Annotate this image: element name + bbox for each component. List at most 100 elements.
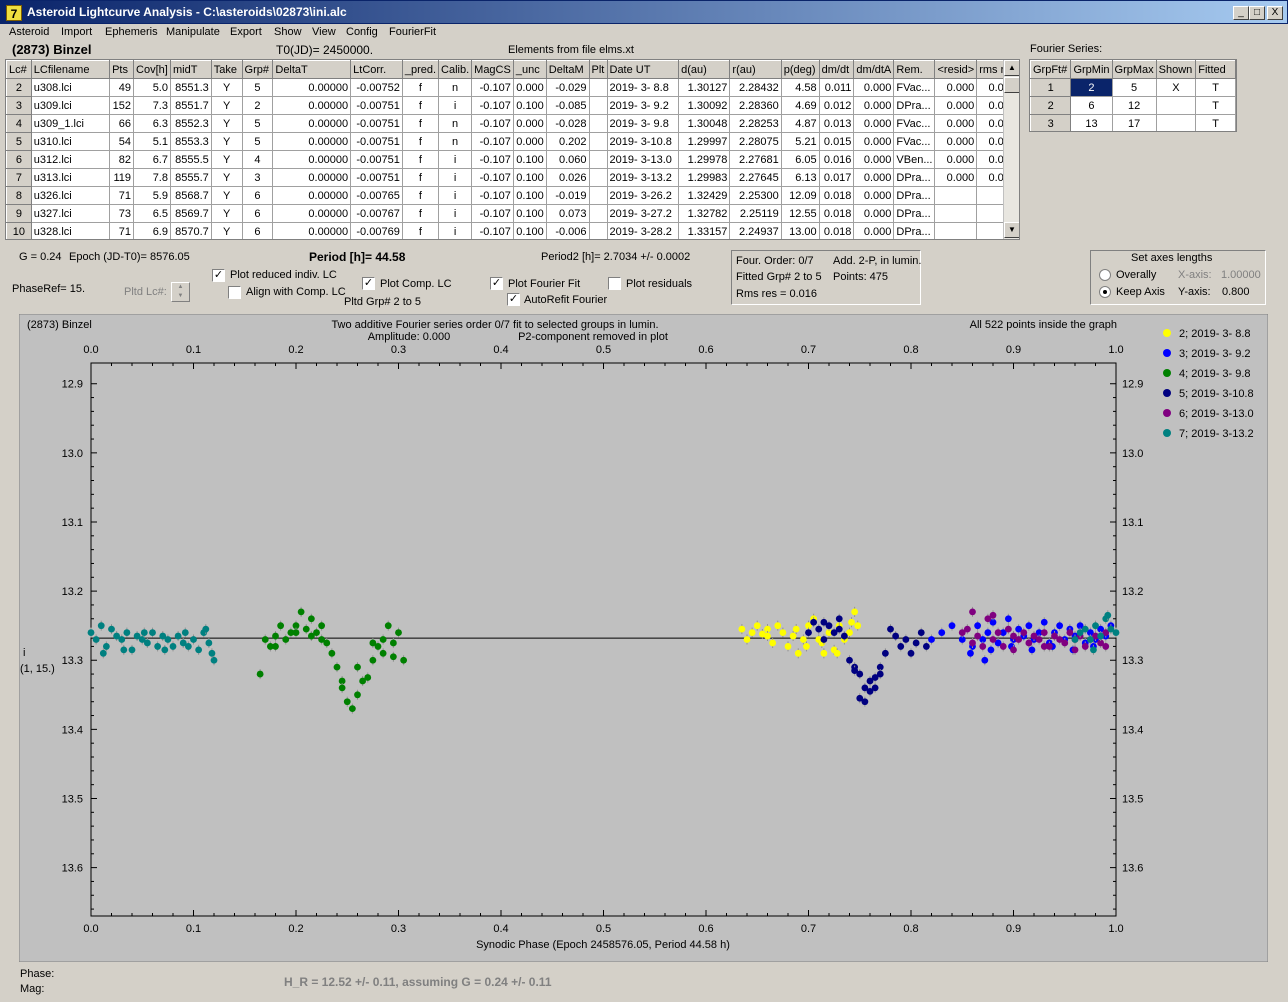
table-cell[interactable]: 17 [1111, 114, 1157, 131]
table-cell[interactable]: 71 [109, 222, 135, 239]
table-cell[interactable]: 8555.5 [169, 150, 212, 169]
table-row[interactable]: 5 u310.lci 54 5.1 8553.3 Y 5 0.00000 -0.00751 f n -… [6, 132, 1019, 151]
table-cell[interactable]: 2019- 3-26.2 [606, 186, 680, 205]
table-cell[interactable]: 0.000 [934, 168, 978, 187]
table-cell[interactable]: 2.28253 [729, 114, 782, 133]
column-header[interactable]: Pts [109, 60, 135, 79]
plot-residuals-checkbox[interactable] [608, 277, 621, 290]
column-header[interactable]: DeltaT [272, 60, 352, 79]
table-cell[interactable]: f [401, 168, 440, 187]
table-cell[interactable]: T [1195, 78, 1236, 97]
table-cell[interactable]: 6 [241, 186, 274, 205]
table-cell[interactable]: 2.27645 [729, 168, 782, 187]
table-cell[interactable]: 8555.7 [169, 168, 212, 187]
row-header[interactable]: 2 [1030, 96, 1072, 115]
table-cell[interactable]: 7.3 [133, 96, 171, 115]
column-header[interactable]: p(deg) [780, 60, 820, 79]
table-cell[interactable]: Y [210, 150, 243, 169]
table-cell[interactable]: 1.32429 [678, 186, 731, 205]
table-cell[interactable]: 2019- 3- 8.8 [606, 78, 680, 97]
scroll-down-button[interactable]: ▼ [1004, 222, 1019, 238]
table-cell[interactable]: T [1195, 96, 1236, 115]
table-cell[interactable]: 0.00000 [272, 186, 352, 205]
table-cell[interactable]: -0.00752 [350, 78, 403, 97]
table-cell[interactable]: VBen... [893, 150, 936, 169]
menu-view[interactable]: View [312, 26, 336, 38]
table-row[interactable]: 3 13 17 T [1030, 114, 1236, 131]
table-cell[interactable]: 2019- 3-13.2 [606, 168, 680, 187]
menu-asteroid[interactable]: Asteroid [9, 26, 50, 38]
table-cell[interactable]: 8552.3 [169, 114, 212, 133]
table-cell[interactable]: 2.28432 [729, 78, 782, 97]
table-cell[interactable]: 4.58 [780, 78, 820, 97]
table-cell[interactable]: 54 [109, 132, 135, 151]
table-cell[interactable]: -0.029 [545, 78, 590, 97]
table-cell[interactable]: 0.000 [853, 168, 895, 187]
table-cell[interactable]: f [401, 204, 440, 223]
menu-fourierfit[interactable]: FourierFit [389, 26, 437, 38]
table-cell[interactable]: i [438, 186, 473, 205]
close-button[interactable]: X [1267, 6, 1283, 20]
row-header[interactable]: 6 [6, 150, 32, 169]
table-cell[interactable]: u313.lci [30, 168, 111, 187]
menu-config[interactable]: Config [346, 26, 378, 38]
table-cell[interactable]: 0.100 [512, 186, 547, 205]
table-cell[interactable]: -0.00765 [350, 186, 403, 205]
table-cell[interactable]: -0.00751 [350, 168, 403, 187]
table-cell[interactable]: 2.25119 [729, 204, 782, 223]
table-cell[interactable]: -0.085 [545, 96, 590, 115]
table-cell[interactable]: 0.000 [512, 78, 547, 97]
table-cell[interactable] [588, 168, 608, 187]
table-cell[interactable] [588, 96, 608, 115]
table-cell[interactable]: -0.00751 [350, 96, 403, 115]
table-cell[interactable]: DPra... [893, 186, 936, 205]
table-cell[interactable]: 1.30048 [678, 114, 731, 133]
table-cell[interactable]: 6.7 [133, 150, 171, 169]
table-cell[interactable]: u309.lci [30, 96, 111, 115]
table-cell[interactable]: 0.000 [853, 186, 895, 205]
table-cell[interactable]: FVac... [893, 132, 936, 151]
table-cell[interactable]: 2.24937 [729, 222, 782, 239]
table-row[interactable]: 6 u312.lci 82 6.7 8555.5 Y 4 0.00000 -0.00751 f i -… [6, 150, 1019, 169]
table-cell[interactable]: 2.28360 [729, 96, 782, 115]
table-cell[interactable]: u326.lci [30, 186, 111, 205]
table-cell[interactable]: u310.lci [30, 132, 111, 151]
column-header[interactable]: midT [169, 60, 212, 79]
row-header[interactable]: 10 [6, 222, 32, 239]
table-cell[interactable]: 13 [1070, 114, 1113, 131]
table-cell[interactable]: 0.000 [934, 96, 978, 115]
column-header[interactable]: dm/dt [818, 60, 855, 79]
table-cell[interactable]: 1.29978 [678, 150, 731, 169]
table-cell[interactable]: Y [210, 186, 243, 205]
table-scrollbar[interactable]: ▲ ▼ [1003, 60, 1019, 239]
table-cell[interactable]: 1.33157 [678, 222, 731, 239]
table-cell[interactable]: 2 [241, 96, 274, 115]
table-cell[interactable]: f [401, 96, 440, 115]
table-cell[interactable] [588, 222, 608, 239]
autorefit-checkbox[interactable]: ✓ [507, 293, 520, 306]
column-header[interactable]: d(au) [678, 60, 731, 79]
row-header[interactable]: 3 [6, 96, 32, 115]
table-cell[interactable]: 0.018 [818, 222, 855, 239]
table-cell[interactable]: 0.000 [853, 78, 895, 97]
column-header[interactable]: Take [210, 60, 243, 79]
table-cell[interactable]: 0.00000 [272, 114, 352, 133]
row-header[interactable]: 5 [6, 132, 32, 151]
table-cell[interactable] [588, 114, 608, 133]
table-cell[interactable]: 0.000 [853, 132, 895, 151]
column-header[interactable]: r(au) [729, 60, 782, 79]
table-cell[interactable]: 0.060 [545, 150, 590, 169]
plot-comp-checkbox[interactable]: ✓ [362, 277, 375, 290]
table-cell[interactable]: -0.107 [471, 96, 514, 115]
column-header[interactable]: MagCS [471, 60, 514, 79]
table-cell[interactable] [588, 186, 608, 205]
table-cell[interactable]: -0.107 [471, 168, 514, 187]
lightcurve-table[interactable]: Lc# LCfilename Pts Cov[h] midT Take Grp# DeltaT… [5, 59, 1020, 240]
plot-fourier-checkbox[interactable]: ✓ [490, 277, 503, 290]
table-cell[interactable]: 6 [241, 204, 274, 223]
table-row[interactable]: 2 u308.lci 49 5.0 8551.3 Y 5 0.00000 -0.00752 f n -… [6, 78, 1019, 97]
table-cell[interactable]: 5 [241, 132, 274, 151]
table-cell[interactable]: 1.32782 [678, 204, 731, 223]
table-cell[interactable]: 0.00000 [272, 168, 352, 187]
table-row[interactable]: 2 6 12 T [1030, 96, 1236, 115]
